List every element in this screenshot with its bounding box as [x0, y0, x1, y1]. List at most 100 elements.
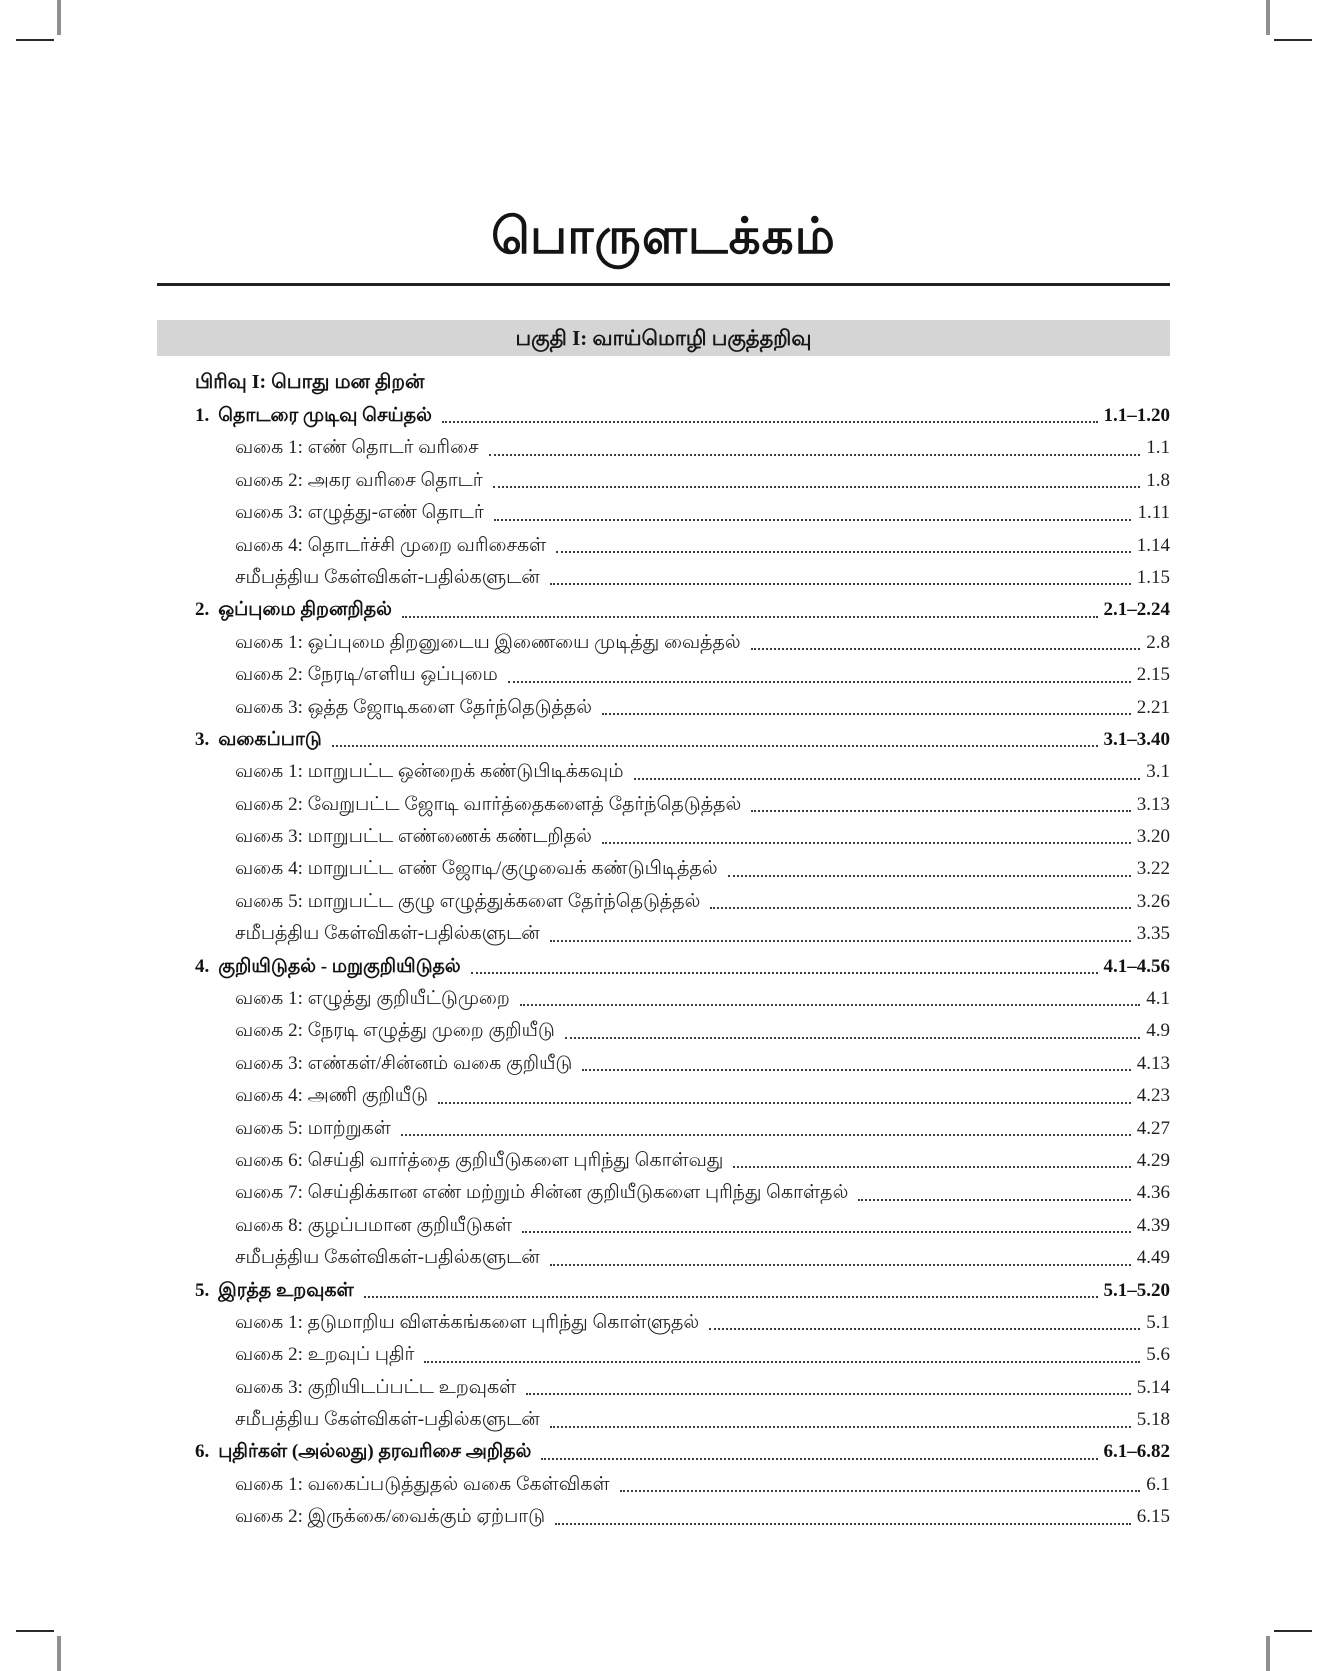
toc-chapter-row: 3. வகைப்பாடு 3.1–3.40 [157, 724, 1170, 756]
dot-leader [526, 1393, 1131, 1396]
dot-leader [519, 1004, 1141, 1007]
sub-entry-label: வகை 3: ஒத்த ஜோடிகளை தேர்ந்தெடுத்தல் [235, 696, 593, 718]
crop-mark-bottom-left-vertical [57, 1636, 61, 1671]
toc-sub-row: வகை 2: இருக்கை/வைக்கும் ஏற்பாடு 6.15 [157, 1501, 1170, 1533]
toc-sub-row: சமீபத்திய கேள்விகள்-பதில்களுடன் 1.15 [157, 562, 1170, 594]
sub-entry-label: வகை 1: தடுமாறிய விளக்கங்களை புரிந்து கொள… [235, 1311, 700, 1333]
sub-entry-label: வகை 7: செய்திக்கான எண் மற்றும் சின்ன குற… [235, 1182, 849, 1204]
page-number: 2.21 [1136, 696, 1170, 718]
dot-leader [727, 874, 1131, 877]
crop-mark-bottom-right-horizontal [1274, 1630, 1312, 1632]
chapter-number: 5. [195, 1279, 210, 1301]
dot-leader [602, 712, 1131, 715]
dot-leader [401, 615, 1098, 618]
crop-mark-top-right-horizontal [1274, 39, 1312, 41]
dot-leader [710, 907, 1131, 910]
page-number: 6.1 [1146, 1473, 1170, 1495]
page-number: 3.22 [1136, 858, 1170, 880]
page-content: பொருளடக்கம் பகுதி I: வாய்மொழி பகுத்தறிவு… [157, 0, 1170, 1534]
toc-sub-row: வகை 2: அகர வரிசை தொடர் 1.8 [157, 465, 1170, 497]
toc-sub-row: வகை 5: மாறுபட்ட குழு எழுத்துக்களை தேர்ந்… [157, 886, 1170, 918]
title-rule [157, 283, 1170, 286]
sub-entry-label: வகை 3: மாறுபட்ட எண்ணைக் கண்டறிதல் [235, 826, 592, 848]
page-number: 2.8 [1146, 631, 1170, 653]
toc-sub-row: வகை 8: குழப்பமான குறியீடுகள் 4.39 [157, 1210, 1170, 1242]
sub-entry-label: வகை 2: இருக்கை/வைக்கும் ஏற்பாடு [235, 1506, 546, 1528]
page-number: 3.1 [1146, 761, 1170, 783]
sub-entry-label: வகை 1: ஒப்புமை திறனுடைய இணையை முடித்து வ… [235, 631, 741, 653]
toc-chapter-row: 2. ஒப்புமை திறனறிதல் 2.1–2.24 [157, 594, 1170, 626]
dot-leader [858, 1198, 1131, 1201]
page-number: 3.13 [1136, 793, 1170, 815]
sub-entry-label: சமீபத்திய கேள்விகள்-பதில்களுடன் [235, 923, 540, 945]
page-number: 3.26 [1136, 890, 1170, 912]
sub-entry-label: வகை 4: தொடர்ச்சி முறை வரிசைகள் [235, 534, 547, 556]
dot-leader [400, 1133, 1131, 1136]
chapter-page-range: 5.1–5.20 [1103, 1279, 1171, 1301]
chapter-title: ஒப்புமை திறனறிதல் [218, 599, 392, 621]
toc-sub-row: வகை 3: எண்கள்/சின்னம் வகை குறியீடு 4.13 [157, 1048, 1170, 1080]
dot-leader [733, 1166, 1131, 1169]
chapter-label: 3. வகைப்பாடு [195, 724, 322, 756]
sub-entry-label: வகை 5: மாறுபட்ட குழு எழுத்துக்களை தேர்ந்… [235, 890, 701, 912]
chapter-label: 1. தொடரை முடிவு செய்தல் [195, 400, 432, 432]
dot-leader [601, 842, 1131, 845]
toc-sub-row: வகை 1: தடுமாறிய விளக்கங்களை புரிந்து கொள… [157, 1307, 1170, 1339]
dot-leader [549, 583, 1131, 586]
dot-leader [492, 486, 1141, 489]
toc: 1. தொடரை முடிவு செய்தல் 1.1–1.20 வகை 1: எண்… [157, 400, 1170, 1534]
toc-sub-row: வகை 1: எண் தொடர் வரிசை 1.1 [157, 432, 1170, 464]
dot-leader [488, 453, 1141, 456]
chapter-number: 1. [195, 404, 210, 426]
chapter-number: 6. [195, 1441, 210, 1463]
toc-sub-row: வகை 5: மாற்றுகள் 4.27 [157, 1113, 1170, 1145]
sub-entry-label: வகை 1: எண் தொடர் வரிசை [235, 437, 479, 459]
page-number: 2.15 [1136, 664, 1170, 686]
sub-entry-label: சமீபத்திய கேள்விகள்-பதில்களுடன் [235, 566, 540, 588]
chapter-title: வகைப்பாடு [218, 728, 322, 750]
page-number: 4.36 [1136, 1182, 1170, 1204]
chapter-title: குறியிடுதல் - மறுகுறியிடுதல் [218, 955, 461, 977]
dot-leader [555, 1522, 1131, 1525]
crop-mark-top-left-vertical [57, 0, 61, 35]
page-number: 4.29 [1136, 1149, 1170, 1171]
dot-leader [493, 518, 1132, 521]
dot-leader [549, 1263, 1131, 1266]
dot-leader [619, 1490, 1141, 1493]
page-number: 5.6 [1146, 1344, 1170, 1366]
page-number: 5.14 [1136, 1376, 1170, 1398]
toc-sub-row: சமீபத்திய கேள்விகள்-பதில்களுடன் 4.49 [157, 1242, 1170, 1274]
sub-entry-label: வகை 3: குறியிடப்பட்ட உறவுகள் [235, 1376, 517, 1398]
toc-sub-row: வகை 2: நேரடி/எளிய ஒப்புமை 2.15 [157, 659, 1170, 691]
toc-sub-row: வகை 6: செய்தி வார்த்தை குறியீடுகளை புரிந… [157, 1145, 1170, 1177]
chapter-number: 3. [195, 728, 210, 750]
dot-leader [549, 1425, 1131, 1428]
page-number: 4.39 [1136, 1214, 1170, 1236]
part-banner: பகுதி I: வாய்மொழி பகுத்தறிவு [157, 320, 1170, 356]
sub-entry-label: வகை 8: குழப்பமான குறியீடுகள் [235, 1214, 512, 1236]
crop-mark-top-left-horizontal [16, 39, 54, 41]
toc-sub-row: வகை 4: தொடர்ச்சி முறை வரிசைகள் 1.14 [157, 530, 1170, 562]
page-number: 4.27 [1136, 1117, 1170, 1139]
toc-chapter-row: 1. தொடரை முடிவு செய்தல் 1.1–1.20 [157, 400, 1170, 432]
chapter-title: தொடரை முடிவு செய்தல் [218, 404, 432, 426]
dot-leader [633, 777, 1141, 780]
sub-entry-label: வகை 3: எழுத்து-எண் தொடர் [235, 502, 484, 524]
page-number: 1.14 [1136, 534, 1170, 556]
sub-entry-label: வகை 2: அகர வரிசை தொடர் [235, 469, 483, 491]
page-number: 4.1 [1146, 988, 1170, 1010]
dot-leader [522, 1231, 1131, 1234]
chapter-label: 6. புதிர்கள் (அல்லது) தரவரிசை அறிதல் [195, 1436, 531, 1468]
page-number: 4.9 [1146, 1020, 1170, 1042]
sub-entry-label: வகை 3: எண்கள்/சின்னம் வகை குறியீடு [235, 1052, 573, 1074]
toc-sub-row: வகை 4: மாறுபட்ட எண் ஜோடி/குழுவைக் கண்டுப… [157, 853, 1170, 885]
dot-leader [541, 1457, 1098, 1460]
toc-sub-row: வகை 2: வேறுபட்ட ஜோடி வார்த்தைகளைத் தேர்ந… [157, 789, 1170, 821]
toc-sub-row: வகை 3: எழுத்து-எண் தொடர் 1.11 [157, 497, 1170, 529]
chapter-title: புதிர்கள் (அல்லது) தரவரிசை அறிதல் [218, 1441, 532, 1463]
page-number: 4.13 [1136, 1052, 1170, 1074]
dot-leader [507, 680, 1131, 683]
crop-mark-bottom-right-vertical [1266, 1636, 1270, 1671]
crop-mark-bottom-left-horizontal [16, 1630, 54, 1632]
dot-leader [438, 1101, 1131, 1104]
